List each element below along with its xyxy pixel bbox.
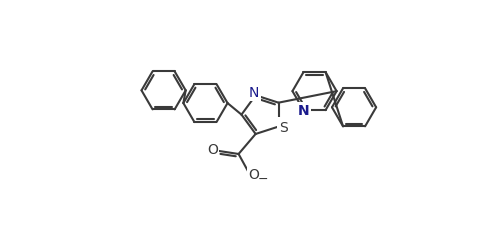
Text: N: N <box>298 104 310 118</box>
Text: O: O <box>248 167 259 181</box>
Text: −: − <box>258 172 269 185</box>
Text: N: N <box>249 86 259 100</box>
Text: O: O <box>207 143 218 157</box>
Text: S: S <box>280 120 288 134</box>
